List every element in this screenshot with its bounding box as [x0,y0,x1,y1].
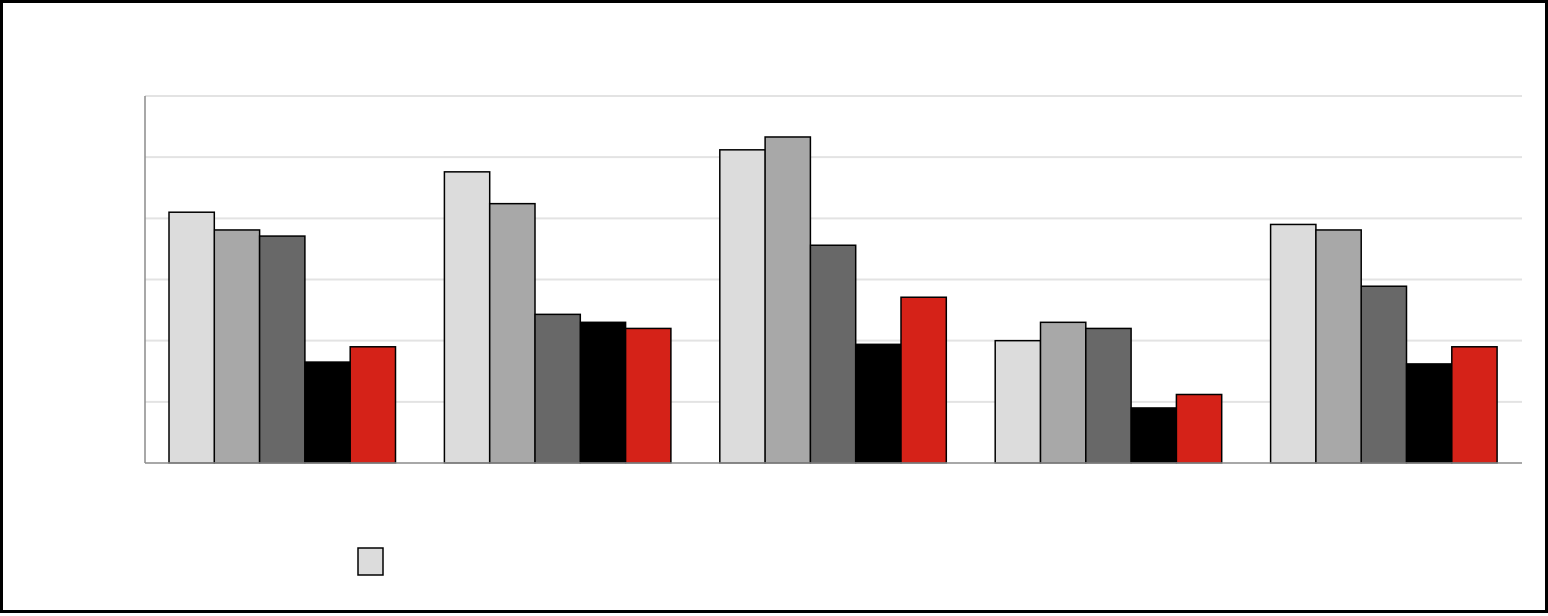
bar [1039,321,1087,464]
bar [1175,393,1223,464]
bar [994,339,1042,464]
bars [168,136,1498,464]
bar [168,211,216,464]
bar [719,149,766,464]
bar [1360,285,1408,464]
legend-swatch [357,547,384,576]
bar [809,244,857,464]
bar [258,235,306,464]
bar [1130,407,1178,464]
bar [1405,363,1453,464]
bar [488,202,536,464]
legend [357,547,384,576]
bar [900,296,948,464]
bar [854,343,902,464]
bar [579,321,627,464]
bar [1269,223,1317,464]
bar [764,136,812,464]
bar [304,361,351,464]
bar [534,313,582,464]
bar [1085,327,1132,464]
grouped-bar-chart [144,95,1522,576]
bar [349,346,397,464]
bar [1315,229,1362,464]
axes [144,96,1522,464]
bar [213,229,261,464]
bar [1451,346,1498,464]
bar [624,327,672,464]
bar [443,171,491,464]
